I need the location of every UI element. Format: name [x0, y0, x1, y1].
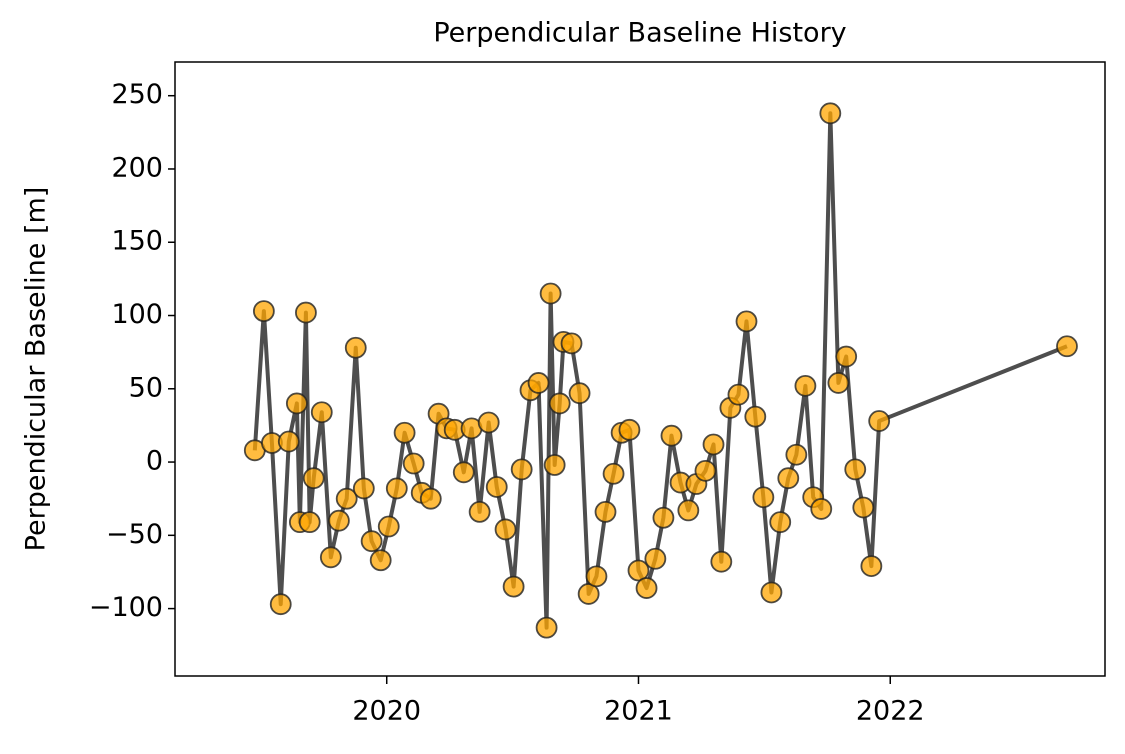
data-point [602, 462, 625, 485]
y-axis-label: Perpendicular Baseline [m] [21, 187, 52, 552]
plot-frame [174, 61, 1106, 677]
data-point [752, 486, 775, 509]
data-point [677, 499, 700, 522]
data-point [827, 372, 850, 394]
data-point [402, 452, 425, 475]
data-point [452, 461, 475, 484]
data-point [285, 392, 308, 415]
data-point [852, 496, 875, 519]
data-point [744, 405, 767, 428]
data-point [419, 487, 442, 510]
data-point [295, 301, 317, 324]
data-point [344, 336, 367, 359]
data-point [568, 382, 591, 405]
data-point [819, 102, 842, 125]
data-point [302, 467, 325, 490]
x-tick-label: 2020 [352, 696, 421, 727]
data-point [393, 421, 416, 444]
data-point [535, 616, 558, 639]
data-point [485, 476, 508, 498]
data-point [477, 411, 500, 434]
data-point [335, 487, 358, 510]
data-point [594, 500, 617, 523]
data-point [539, 282, 562, 305]
data-point [269, 593, 292, 616]
data-point [369, 549, 392, 572]
x-tick-label: 2022 [856, 696, 925, 727]
data-point [794, 374, 817, 397]
data-point [710, 550, 733, 573]
data-point [618, 418, 641, 441]
data-point [785, 443, 808, 466]
data-point [810, 498, 833, 520]
data-point [760, 581, 783, 604]
data-point [868, 410, 891, 432]
data-point [769, 511, 792, 534]
data-point [860, 555, 883, 577]
y-tick-label: 150 [111, 226, 163, 257]
data-point [319, 546, 342, 569]
data-point [510, 458, 533, 481]
data-point [310, 401, 333, 424]
data-point [735, 310, 758, 333]
data-point [252, 300, 275, 323]
y-tick-label: −100 [89, 592, 163, 623]
y-tick-label: 200 [111, 152, 163, 183]
data-point [352, 477, 375, 500]
data-point [560, 332, 583, 355]
data-point [635, 577, 658, 599]
data-point [652, 506, 675, 529]
data-point [502, 575, 525, 598]
data-point [727, 383, 750, 406]
data-point [543, 454, 566, 476]
y-tick-label: 250 [111, 79, 163, 110]
data-point [660, 424, 683, 447]
data-point [627, 559, 650, 582]
data-point [777, 467, 800, 490]
data-point [644, 547, 667, 570]
data-point [527, 372, 550, 394]
data-point [548, 392, 571, 415]
data-point [494, 518, 517, 541]
data-point [377, 515, 400, 538]
data-point [1056, 335, 1078, 358]
data-point [360, 530, 383, 553]
data-point [835, 345, 858, 368]
data-point [585, 565, 608, 588]
y-tick-label: −50 [106, 519, 163, 550]
data-point [844, 458, 867, 481]
data-point [694, 459, 717, 482]
x-tick-label: 2021 [604, 696, 673, 727]
y-tick-label: 50 [129, 372, 163, 403]
data-point [468, 500, 491, 523]
y-tick-label: 0 [146, 446, 163, 477]
data-point [277, 430, 300, 453]
data-point [327, 509, 350, 532]
data-point [702, 433, 725, 456]
data-point [385, 477, 408, 500]
data-point [298, 511, 321, 534]
y-tick-label: 100 [111, 299, 163, 330]
chart-title: Perpendicular Baseline History [433, 18, 846, 49]
